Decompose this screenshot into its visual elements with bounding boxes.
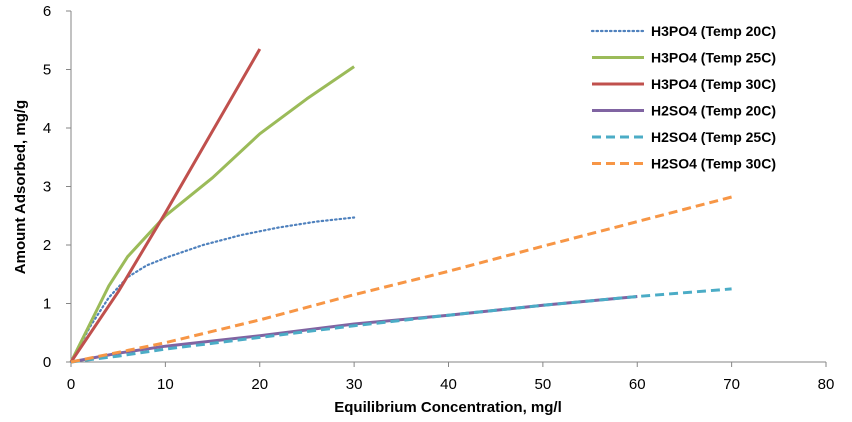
y-tick-label: 0: [43, 354, 51, 371]
series-line-6: [70, 195, 732, 364]
x-tick-label: 80: [818, 376, 835, 393]
x-ticks: 0 10 20 30 40 50 60 70 80: [67, 362, 835, 393]
series-line-5: [70, 287, 732, 364]
legend-label: H3PO4 (Temp 30C): [651, 76, 776, 92]
y-tick-label: 2: [43, 237, 51, 254]
y-ticks: 0 1 2 3 4 5 6: [43, 3, 71, 371]
legend-label: H2SO4 (Temp 20C): [651, 103, 776, 119]
x-tick-label: 40: [440, 376, 457, 393]
series-line-2: [69, 65, 355, 363]
y-tick-label: 4: [43, 120, 51, 137]
y-tick-label: 6: [43, 3, 51, 20]
x-tick-label: 10: [157, 376, 174, 393]
x-tick-label: 60: [629, 376, 646, 393]
x-tick-label: 20: [251, 376, 268, 393]
legend-label: H3PO4 (Temp 25C): [651, 50, 776, 66]
series-line-1: [69, 216, 356, 364]
series-line-4: [70, 295, 638, 364]
y-tick-label: 1: [43, 296, 51, 313]
series-layer: [69, 48, 732, 364]
legend-label: H2SO4 (Temp 25C): [651, 129, 776, 145]
legend-label: H2SO4 (Temp 30C): [651, 156, 776, 172]
legend: H3PO4 (Temp 20C) H3PO4 (Temp 25C) H3PO4 (T…: [590, 23, 776, 172]
x-tick-label: 70: [723, 376, 740, 393]
y-tick-label: 5: [43, 62, 51, 79]
y-tick-label: 3: [43, 179, 51, 196]
x-tick-label: 0: [67, 376, 75, 393]
x-axis-title: Equilibrium Concentration, mg/l: [334, 399, 562, 416]
legend-label: H3PO4 (Temp 20C): [651, 23, 776, 39]
x-tick-label: 50: [535, 376, 552, 393]
y-axis-title: Amount Adsorbed, mg/g: [12, 100, 29, 274]
series-line-3: [69, 48, 262, 363]
x-tick-label: 30: [346, 376, 363, 393]
